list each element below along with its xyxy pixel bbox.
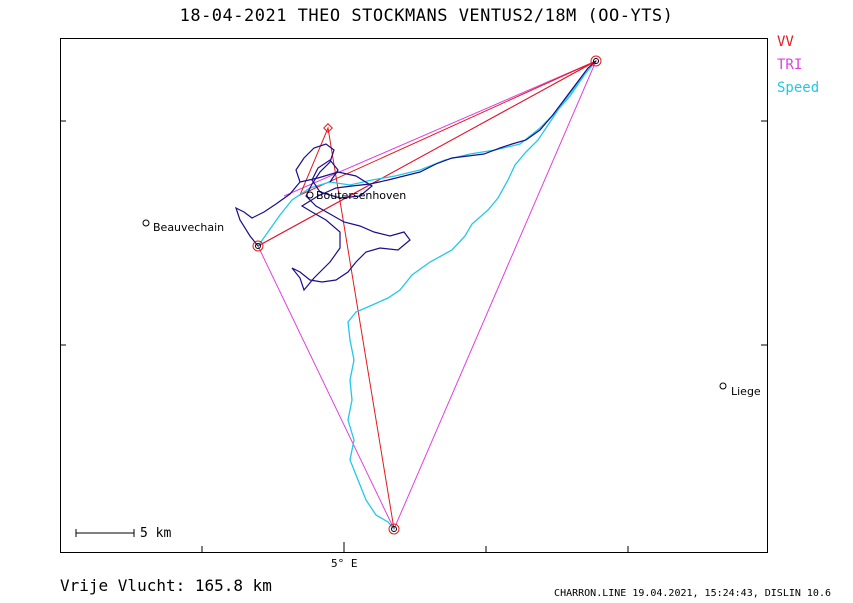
scale-label: 5 km — [140, 526, 172, 541]
flight-track — [234, 60, 597, 292]
axis-ticks — [60, 120, 767, 552]
tri-leg — [283, 60, 597, 197]
legend-speed: Speed — [777, 80, 820, 96]
turnpoint-markers — [252, 55, 602, 535]
flight-track-loop — [299, 159, 374, 199]
place-label-boutersem: Boutersenhoven — [316, 189, 407, 202]
free-flight-distance: Vrije Vlucht: 165.8 km — [60, 576, 272, 595]
speed-track-start — [257, 60, 597, 247]
map-title: 18-04-2021 THEO STOCKMANS VENTUS2/18M (O… — [179, 6, 674, 26]
place-marker-boutersem — [306, 191, 314, 199]
legend-tri: TRI — [777, 57, 803, 73]
tri-triangle — [257, 59, 598, 531]
axis-label-longitude: 5° E — [331, 557, 358, 570]
place-label-beauvechain: Beauvechain — [153, 221, 225, 234]
place-marker-liege — [719, 382, 727, 390]
scale-bar — [75, 529, 135, 537]
place-label-liege: Liege — [731, 385, 761, 398]
place-marker-beauvechain — [142, 219, 150, 227]
turnpoint-markers-inner — [255, 58, 599, 532]
map-frame — [60, 38, 768, 553]
footer-meta: CHARRON.LINE 19.04.2021, 15:24:43, DISLI… — [554, 588, 831, 599]
vv-route — [257, 60, 597, 530]
speed-track — [347, 60, 597, 530]
legend-vv: VV — [777, 34, 794, 50]
